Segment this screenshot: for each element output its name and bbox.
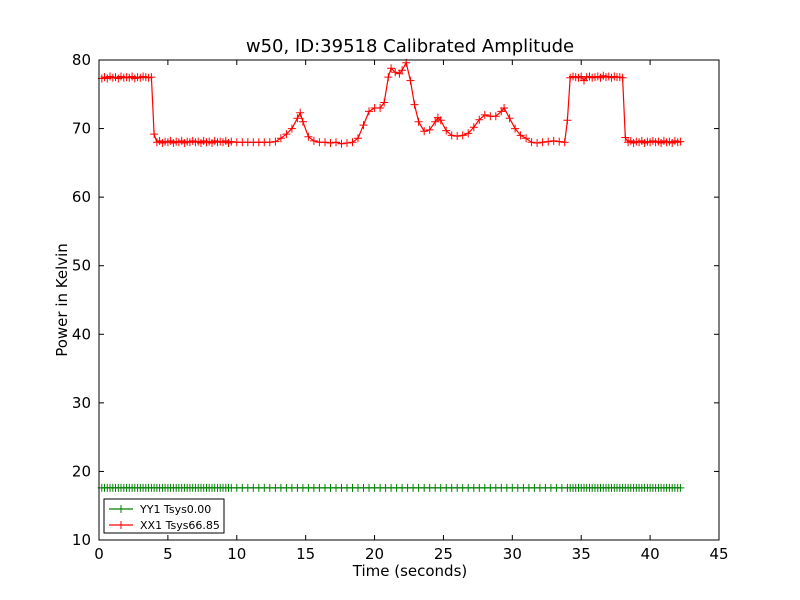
data-point xyxy=(447,131,456,140)
data-point xyxy=(618,73,627,82)
data-point xyxy=(475,115,484,124)
y-tick-label: 10 xyxy=(72,531,91,549)
data-point xyxy=(365,107,373,116)
data-point xyxy=(271,137,280,146)
data-point xyxy=(431,117,440,126)
data-point xyxy=(359,121,368,130)
data-point xyxy=(442,126,451,135)
x-axis-label: Time (seconds) xyxy=(352,562,468,580)
data-point xyxy=(491,112,500,121)
legend: YY1 Tsys0.00 XX1 Tsys66.85 xyxy=(103,498,225,534)
legend-box xyxy=(103,498,225,534)
data-point xyxy=(522,134,531,143)
data-point xyxy=(500,104,509,112)
y-tick-label: 80 xyxy=(72,51,91,69)
y-axis-label: Power in Kelvin xyxy=(53,243,71,357)
data-point xyxy=(676,137,685,146)
data-point xyxy=(282,130,291,139)
series-layer xyxy=(97,58,685,492)
x-tick-label: 30 xyxy=(503,545,522,563)
x-tick-label: 45 xyxy=(709,545,728,563)
data-point xyxy=(265,138,274,147)
data-point xyxy=(676,483,685,492)
data-point xyxy=(410,100,419,109)
series-2 xyxy=(97,58,685,148)
data-point xyxy=(326,139,335,147)
data-point xyxy=(505,114,514,123)
data-point xyxy=(391,68,400,77)
data-point xyxy=(549,136,558,145)
data-point xyxy=(387,64,396,73)
data-point xyxy=(293,114,302,123)
x-tick-label: 10 xyxy=(227,545,246,563)
data-point xyxy=(287,124,296,133)
data-point xyxy=(555,137,564,146)
data-point xyxy=(577,72,586,81)
data-point xyxy=(348,138,357,147)
data-point xyxy=(538,138,547,147)
data-point xyxy=(343,139,351,147)
data-point xyxy=(436,116,445,125)
series-1 xyxy=(97,483,685,492)
data-point xyxy=(464,129,473,138)
data-point xyxy=(480,110,489,119)
x-tick-label: 35 xyxy=(572,545,591,563)
data-point xyxy=(414,117,423,126)
data-point xyxy=(309,136,318,145)
data-point xyxy=(337,139,346,148)
x-tick-label: 20 xyxy=(365,545,384,563)
legend-marker xyxy=(117,521,125,529)
data-point xyxy=(516,131,525,140)
data-point xyxy=(469,123,478,132)
plot-frame xyxy=(98,59,720,541)
legend-label: YY1 Tsys0.00 xyxy=(139,503,211,516)
data-point xyxy=(420,127,429,136)
y-tick-label: 70 xyxy=(72,120,91,138)
data-point xyxy=(527,138,536,147)
x-tick-label: 5 xyxy=(163,545,173,563)
data-point xyxy=(296,108,305,117)
data-point xyxy=(227,137,236,146)
x-tick-label: 40 xyxy=(641,545,660,563)
data-point xyxy=(384,73,393,82)
data-point xyxy=(332,138,340,147)
plot-area xyxy=(99,60,719,540)
data-point xyxy=(560,138,569,147)
data-point xyxy=(398,66,407,75)
data-point xyxy=(304,132,313,141)
chart-title: w50, ID:39518 Calibrated Amplitude xyxy=(246,36,574,57)
data-point xyxy=(276,134,285,143)
y-tick-label: 20 xyxy=(72,462,91,480)
data-point xyxy=(147,73,156,82)
data-point xyxy=(563,116,572,125)
data-point xyxy=(298,117,307,126)
data-point xyxy=(376,104,385,112)
data-point xyxy=(380,98,389,107)
data-point xyxy=(544,137,553,146)
y-tick-label: 60 xyxy=(72,188,91,206)
data-point xyxy=(621,133,630,142)
data-point xyxy=(150,130,159,139)
data-point xyxy=(425,125,434,134)
y-tick-label: 30 xyxy=(72,394,91,412)
data-point xyxy=(511,124,520,133)
data-point xyxy=(458,131,467,140)
y-tick-label: 40 xyxy=(72,325,91,343)
data-point xyxy=(354,134,362,143)
data-point xyxy=(406,76,415,85)
x-tick-label: 15 xyxy=(296,545,315,563)
legend-label: XX1 Tsys66.85 xyxy=(140,519,220,532)
x-tick-label: 0 xyxy=(94,545,104,563)
x-tick-label: 25 xyxy=(434,545,453,563)
data-point xyxy=(321,138,329,147)
data-point xyxy=(533,139,542,147)
data-point xyxy=(453,132,462,141)
y-tick-label: 50 xyxy=(72,257,91,275)
legend-marker xyxy=(117,505,125,513)
ticks-layer: 0 5 10 15 20 25 30 35 40 45 10 20 30 40 50 60 70 80 xyxy=(72,51,729,563)
